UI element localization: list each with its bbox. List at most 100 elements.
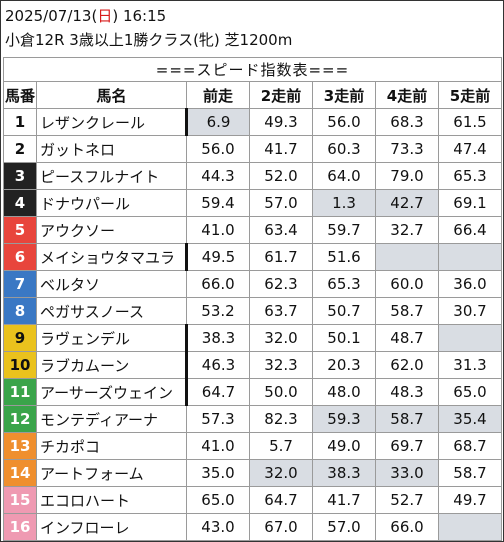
- horse-number: 16: [3, 513, 37, 541]
- speed-index-cell: 65.0: [438, 378, 502, 406]
- speed-index-cell: 49.0: [312, 432, 376, 460]
- speed-index-cell: 65.3: [312, 270, 376, 298]
- table-row: 9 ラヴェンデル 38.3 32.0 50.1 48.7: [3, 324, 502, 352]
- horse-number: 8: [3, 297, 37, 325]
- table-row: 1 レザンクレール 6.9 49.3 56.0 68.3 61.5: [3, 108, 502, 136]
- speed-index-cell: 36.0: [438, 270, 502, 298]
- table-row: 13 チカポコ 41.0 5.7 49.0 69.7 68.7: [3, 432, 502, 460]
- horse-name: レザンクレール: [36, 108, 188, 136]
- horse-number: 11: [3, 378, 37, 406]
- speed-index-cell: 38.3: [186, 324, 250, 352]
- col-header-name: 馬名: [36, 81, 187, 109]
- speed-index-cell: 60.0: [375, 270, 439, 298]
- speed-index-cell: 31.3: [438, 351, 502, 379]
- horse-name: アーサーズウェイン: [36, 378, 188, 406]
- speed-index-cell: 41.0: [186, 216, 250, 244]
- column-header-row: 馬番 馬名 前走 2走前 3走前 4走前 5走前: [3, 81, 502, 109]
- race-time: 16:15: [122, 7, 167, 25]
- speed-index-cell: 56.0: [312, 108, 376, 136]
- speed-index-cell: 49.5: [186, 243, 250, 271]
- race-date: 2025/07/13: [5, 7, 92, 25]
- horse-name: ドナウパール: [36, 189, 187, 217]
- speed-index-cell: 62.3: [249, 270, 313, 298]
- horse-number: 6: [3, 243, 37, 271]
- horse-number: 3: [3, 162, 37, 190]
- speed-index-cell: 61.5: [438, 108, 502, 136]
- speed-index-cell: 53.2: [186, 297, 250, 325]
- speed-index-cell: 32.0: [249, 324, 313, 352]
- speed-index-cell: 42.7: [375, 189, 439, 217]
- speed-index-cell: 49.3: [249, 108, 313, 136]
- col-header-2back: 2走前: [249, 81, 313, 109]
- table-row: 16 インフローレ 43.0 67.0 57.0 66.0: [3, 513, 502, 541]
- horse-number: 7: [3, 270, 37, 298]
- speed-index-cell: [438, 243, 502, 271]
- table-row: 5 アウクソー 41.0 63.4 59.7 32.7 66.4: [3, 216, 502, 244]
- speed-index-cell: 66.0: [186, 270, 250, 298]
- table-row: 15 エコロハート 65.0 64.7 41.7 52.7 49.7: [3, 486, 502, 514]
- speed-index-cell: 67.0: [249, 513, 313, 541]
- table-row: 11 アーサーズウェイン 64.7 50.0 48.0 48.3 65.0: [3, 378, 502, 406]
- speed-index-cell: [375, 243, 439, 271]
- speed-index-cell: 44.3: [186, 162, 250, 190]
- speed-index-cell: 41.7: [249, 135, 313, 163]
- speed-index-cell: 35.0: [186, 459, 250, 487]
- speed-index-cell: 58.7: [375, 297, 439, 325]
- speed-index-cell: 64.7: [186, 378, 250, 406]
- speed-index-cell: 57.3: [186, 405, 250, 433]
- speed-index-cell: 69.1: [438, 189, 502, 217]
- speed-index-cell: 48.7: [375, 324, 439, 352]
- speed-index-cell: 50.0: [249, 378, 313, 406]
- col-header-3back: 3走前: [312, 81, 376, 109]
- speed-index-cell: 50.1: [312, 324, 376, 352]
- speed-index-cell: 60.3: [312, 135, 376, 163]
- speed-index-cell: 59.7: [312, 216, 376, 244]
- horse-number: 14: [3, 459, 37, 487]
- race-info: 小倉12R 3歳以上1勝クラス(牝) 芝1200m: [5, 31, 293, 49]
- speed-index-cell: 32.3: [249, 351, 313, 379]
- speed-index-cell: 32.0: [249, 459, 313, 487]
- table-row: 8 ペガサスノース 53.2 63.7 50.7 58.7 30.7: [3, 297, 502, 325]
- speed-index-cell: 64.0: [312, 162, 376, 190]
- race-datetime: 2025/07/13(日) 16:15: [5, 7, 167, 25]
- horse-name: モンテディアーナ: [36, 405, 187, 433]
- speed-index-cell: 57.0: [312, 513, 376, 541]
- horse-number: 4: [3, 189, 37, 217]
- horse-name: ペガサスノース: [36, 297, 187, 325]
- horse-name: ガットネロ: [36, 135, 187, 163]
- horse-name: アウクソー: [36, 216, 187, 244]
- speed-index-cell: 51.6: [312, 243, 376, 271]
- col-header-5back: 5走前: [438, 81, 502, 109]
- speed-index-cell: 57.0: [249, 189, 313, 217]
- speed-index-cell: 41.7: [312, 486, 376, 514]
- table-row: 10 ラブカムーン 46.3 32.3 20.3 62.0 31.3: [3, 351, 502, 379]
- horse-name: アートフォーム: [36, 459, 187, 487]
- horse-number: 5: [3, 216, 37, 244]
- speed-index-cell: 79.0: [375, 162, 439, 190]
- speed-index-cell: 66.4: [438, 216, 502, 244]
- speed-index-cell: 47.4: [438, 135, 502, 163]
- horse-number: 13: [3, 432, 37, 460]
- horse-number: 2: [3, 135, 37, 163]
- horse-name: チカポコ: [36, 432, 187, 460]
- speed-index-cell: 46.3: [186, 351, 250, 379]
- speed-index-cell: 58.7: [438, 459, 502, 487]
- speed-index-cell: 38.3: [312, 459, 376, 487]
- speed-index-table: ===スピード指数表=== 馬番 馬名 前走 2走前 3走前 4走前 5走前 1…: [3, 57, 502, 541]
- speed-index-cell: 69.7: [375, 432, 439, 460]
- speed-index-cell: 48.3: [375, 378, 439, 406]
- speed-index-cell: 65.3: [438, 162, 502, 190]
- horse-number: 12: [3, 405, 37, 433]
- speed-index-cell: 41.0: [186, 432, 250, 460]
- speed-index-cell: 59.4: [186, 189, 250, 217]
- horse-number: 15: [3, 486, 37, 514]
- horse-name: ラヴェンデル: [36, 324, 188, 352]
- speed-index-cell: 6.9: [186, 108, 250, 136]
- speed-index-cell: 5.7: [249, 432, 313, 460]
- speed-index-cell: 50.7: [312, 297, 376, 325]
- col-header-last: 前走: [186, 81, 250, 109]
- table-row: 7 ベルタソ 66.0 62.3 65.3 60.0 36.0: [3, 270, 502, 298]
- speed-index-cell: 58.7: [375, 405, 439, 433]
- speed-index-cell: 56.0: [186, 135, 250, 163]
- speed-index-cell: 30.7: [438, 297, 502, 325]
